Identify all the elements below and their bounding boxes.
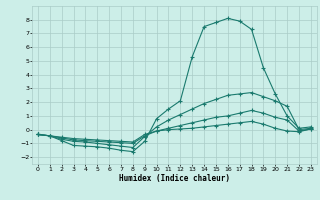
X-axis label: Humidex (Indice chaleur): Humidex (Indice chaleur) <box>119 174 230 183</box>
